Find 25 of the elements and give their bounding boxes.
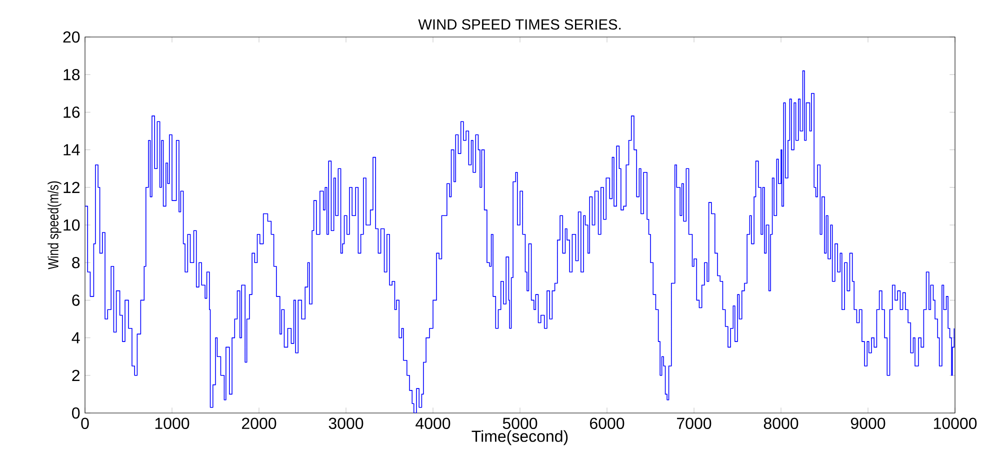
x-tick-label: 6000 bbox=[590, 418, 624, 430]
x-axis-title: Time(second) bbox=[472, 430, 568, 446]
x-tick-label: 1000 bbox=[155, 418, 190, 430]
x-tick-label: 8000 bbox=[764, 418, 798, 430]
x-tick-label: 4000 bbox=[416, 418, 450, 430]
x-tick-label: 2000 bbox=[242, 418, 276, 430]
y-tick-label: 18 bbox=[64, 68, 80, 80]
y-tick-label: 8 bbox=[72, 256, 80, 268]
y-tick-label: 6 bbox=[72, 294, 80, 306]
x-tick-label: 10000 bbox=[934, 418, 977, 430]
y-tick-label: 2 bbox=[72, 370, 80, 381]
y-tick-label: 0 bbox=[72, 407, 80, 419]
y-tick-label: 16 bbox=[64, 106, 80, 118]
y-axis-title: Wind speed(m/s) bbox=[48, 181, 62, 270]
y-tick-label: 20 bbox=[63, 31, 80, 43]
y-tick-label: 14 bbox=[64, 144, 80, 156]
y-tick-label: 10 bbox=[64, 219, 80, 231]
y-tick-label: 4 bbox=[72, 332, 80, 344]
x-tick-label: 0 bbox=[81, 418, 89, 430]
y-tick-label: 12 bbox=[64, 182, 80, 193]
x-tick-label: 5000 bbox=[502, 418, 538, 430]
chart-title: WIND SPEED TIMES SERIES. bbox=[418, 19, 621, 30]
x-tick-label: 9000 bbox=[850, 418, 886, 430]
x-tick-label: 3000 bbox=[328, 418, 364, 430]
x-tick-label: 7000 bbox=[677, 418, 712, 430]
